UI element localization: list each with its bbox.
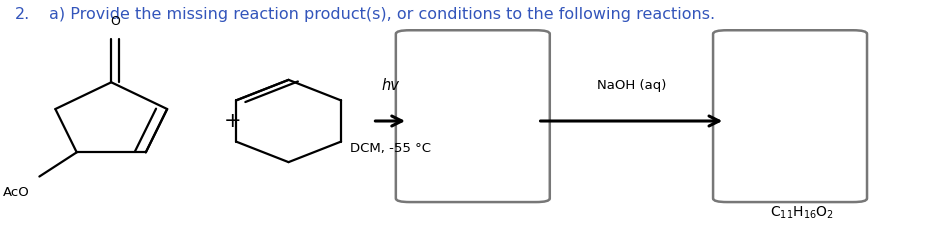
Text: a) Provide the missing reaction product(s), or conditions to the following react: a) Provide the missing reaction product(… — [49, 7, 714, 22]
Text: hv: hv — [381, 78, 399, 93]
FancyBboxPatch shape — [395, 30, 549, 202]
Text: +: + — [224, 111, 241, 131]
Text: NaOH (aq): NaOH (aq) — [596, 79, 665, 92]
Text: O: O — [110, 15, 120, 28]
Text: AcO: AcO — [3, 186, 29, 199]
Text: DCM, -55 °C: DCM, -55 °C — [349, 142, 431, 155]
Text: $\mathregular{C_{11}H_{16}O_2}$: $\mathregular{C_{11}H_{16}O_2}$ — [768, 205, 833, 221]
FancyBboxPatch shape — [712, 30, 866, 202]
Text: 2.: 2. — [15, 7, 30, 22]
